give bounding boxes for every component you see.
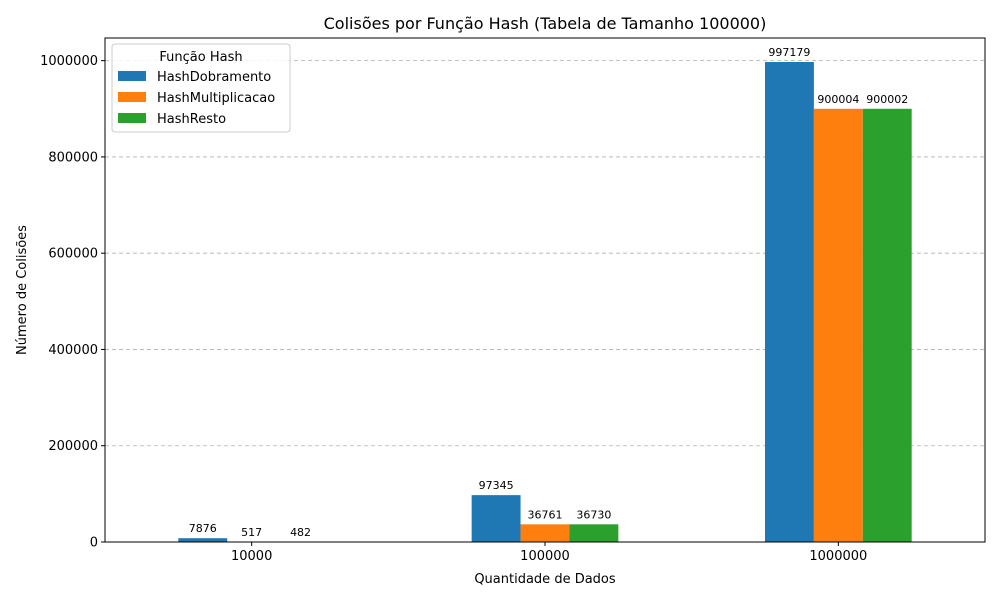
x-tick-label: 10000 — [231, 549, 272, 564]
data-label: 36730 — [576, 508, 611, 521]
data-label: 97345 — [479, 479, 514, 492]
legend-items: HashDobramento HashMultiplicacao HashResto — [118, 70, 275, 127]
x-tick-label: 1000000 — [809, 549, 867, 564]
legend-frame — [111, 43, 291, 133]
data-labels: 7876 97345 997179 517 36761 900004 482 36730 900… — [189, 46, 908, 539]
y-ticks: 0 200000 400000 600000 800000 1000000 — [40, 54, 105, 551]
y-tick-label: 1000000 — [40, 54, 98, 69]
bar-hashdobramento-100000 — [471, 495, 521, 542]
bars — [178, 61, 912, 543]
chart-title: Colisões por Função Hash (Tabela de Tama… — [324, 14, 767, 33]
y-tick-label: 600000 — [48, 247, 98, 262]
data-label: 900004 — [817, 93, 859, 106]
data-label: 7876 — [189, 522, 217, 535]
legend-entry: HashResto — [157, 112, 226, 127]
data-label: 997179 — [768, 46, 810, 59]
y-tick-label: 200000 — [48, 439, 98, 454]
y-axis-label: Número de Colisões — [15, 225, 30, 355]
bar-hashresto-1000000 — [862, 108, 912, 543]
bar-hashmultiplicacao-100000 — [520, 524, 570, 542]
x-ticks: 10000 100000 1000000 — [231, 542, 867, 564]
y-tick-label: 800000 — [48, 150, 98, 165]
bar-hashdobramento-1000000 — [764, 61, 814, 542]
x-axis-label: Quantidade de Dados — [474, 572, 616, 587]
data-label: 517 — [241, 526, 262, 539]
data-label: 36761 — [528, 508, 563, 521]
y-tick-label: 400000 — [48, 343, 98, 358]
bar-hashresto-100000 — [569, 524, 619, 542]
legend: Função Hash HashDobramento HashMultiplica… — [111, 43, 291, 133]
legend-swatch — [118, 113, 146, 123]
legend-title: Função Hash — [159, 50, 242, 65]
y-tick-label: 0 — [90, 536, 98, 551]
legend-entry: HashDobramento — [157, 70, 271, 85]
data-label: 900002 — [866, 93, 908, 106]
legend-entry: HashMultiplicacao — [157, 91, 275, 106]
data-label: 482 — [290, 526, 311, 539]
x-tick-label: 100000 — [520, 549, 570, 564]
bar-hashmultiplicacao-1000000 — [813, 108, 863, 542]
legend-swatch — [118, 71, 146, 81]
bar-hashdobramento-10000 — [178, 538, 228, 542]
legend-swatch — [118, 92, 146, 102]
